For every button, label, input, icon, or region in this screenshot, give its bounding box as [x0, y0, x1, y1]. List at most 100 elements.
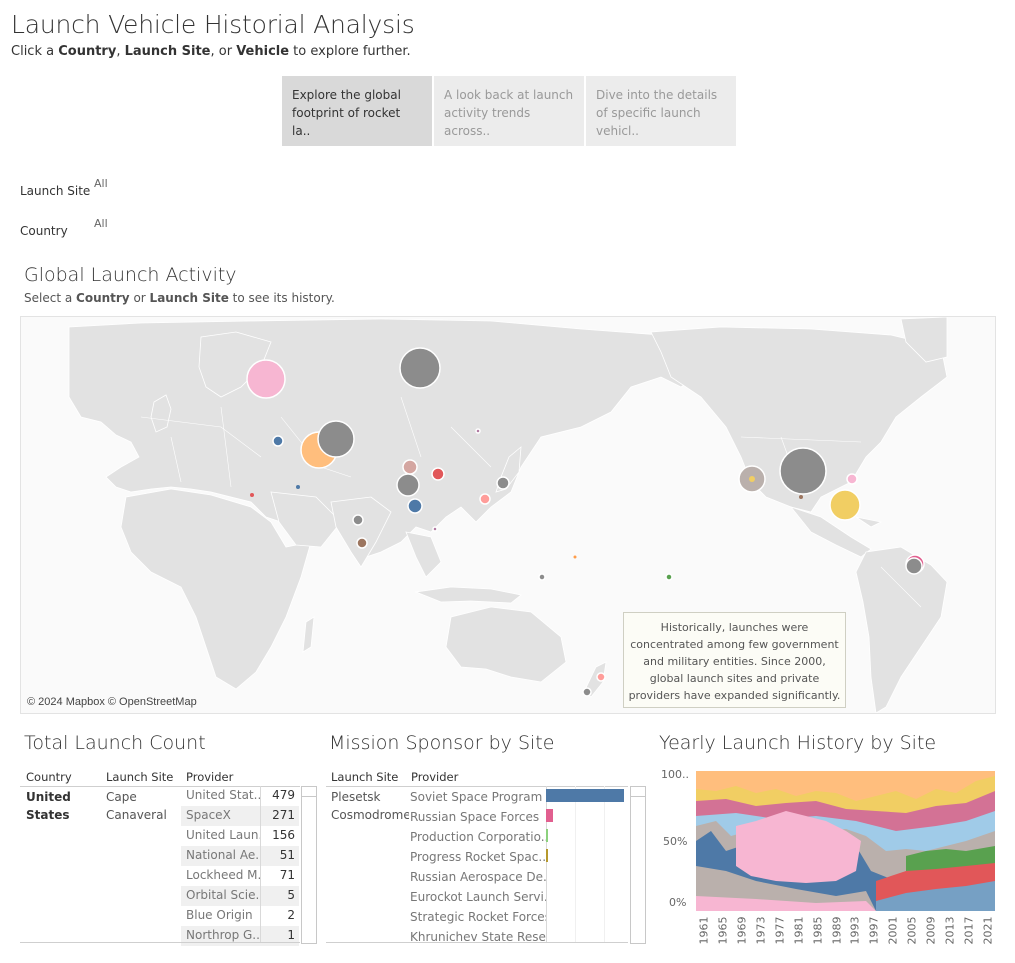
sponsor-bar-1[interactable]: [546, 809, 553, 822]
sponsor-header-divider: [326, 786, 628, 787]
page-title: Launch Vehicle Historial Analysis: [11, 10, 415, 39]
sponsor-grid-1: [575, 786, 576, 943]
greenland-landmass: [900, 317, 948, 363]
yearly-area-chart[interactable]: [696, 771, 995, 911]
subtitle-site: Launch Site: [124, 44, 211, 59]
total-scrollbar-thumb[interactable]: [302, 787, 316, 797]
total-provider-4[interactable]: Lockheed M..: [186, 868, 261, 882]
total-scrollbar[interactable]: [301, 786, 317, 944]
bubble-us-small-brown[interactable]: [799, 495, 803, 499]
sponsor-bar-2[interactable]: [546, 829, 548, 842]
sponsor-provider-0[interactable]: Soviet Space Program: [410, 790, 543, 804]
total-count-4: 71: [279, 868, 295, 882]
x-tick-2017: 2017: [962, 916, 976, 945]
sponsor-provider-2[interactable]: Production Corporatio..: [410, 830, 546, 844]
x-tick-2013: 2013: [943, 916, 957, 945]
yearly-history-title: Yearly Launch History by Site: [659, 732, 937, 754]
total-provider-6[interactable]: Blue Origin: [186, 908, 253, 922]
uk-landmass: [150, 394, 172, 433]
sponsor-footer-divider: [326, 942, 628, 943]
sponsor-axis-line: [546, 786, 547, 943]
x-tick-1973: 1973: [754, 916, 768, 945]
bubble-ukraine[interactable]: [272, 435, 284, 447]
page-subtitle: Click a Country, Launch Site, or Vehicle…: [11, 44, 411, 59]
subtitle-suffix: to explore further.: [289, 44, 411, 59]
sponsor-site-cell[interactable]: Plesetsk Cosmodrome: [331, 790, 409, 822]
bubble-us-central[interactable]: [779, 447, 827, 495]
subtitle-vehicle: Vehicle: [236, 44, 290, 59]
subtitle-sep2: , or: [210, 44, 237, 59]
sponsor-provider-7[interactable]: Khrunichev State Rese..: [410, 930, 546, 944]
subtitle-prefix: Click a: [11, 44, 59, 59]
total-provider-3[interactable]: National Ae..: [181, 846, 261, 866]
y-tick-0: 0%: [669, 896, 687, 909]
total-count-1: 271: [261, 806, 299, 826]
x-tick-1977: 1977: [773, 916, 787, 945]
y-tick-50: 50%: [663, 835, 688, 848]
total-country-cell[interactable]: United States: [26, 790, 71, 822]
map-subtitle: Select a Country or Launch Site to see i…: [24, 291, 335, 305]
total-count-5: 5: [261, 886, 299, 906]
area-pink-bottom: [696, 896, 876, 911]
total-header-provider: Provider: [186, 770, 234, 784]
bubble-china-gray[interactable]: [396, 473, 420, 497]
total-provider-0[interactable]: United Stat..: [186, 788, 261, 802]
world-map-svg: [68, 317, 948, 713]
total-footer-divider: [20, 942, 300, 943]
sponsor-provider-1[interactable]: Russian Space Forces: [410, 810, 540, 824]
x-tick-2009: 2009: [924, 916, 938, 945]
bubble-us-east-pink[interactable]: [846, 473, 858, 485]
scandinavia-landmass: [198, 331, 272, 398]
sponsor-bar-3[interactable]: [546, 849, 548, 862]
bubble-china-red[interactable]: [431, 467, 445, 481]
bubble-india-brown[interactable]: [356, 537, 368, 549]
total-provider-7[interactable]: Northrop G..: [181, 926, 261, 946]
bubble-nz-gray[interactable]: [582, 687, 592, 697]
x-tick-2021: 2021: [981, 916, 995, 945]
total-header-divider: [20, 786, 300, 787]
bubble-plesetsk[interactable]: [246, 359, 286, 399]
bubble-russia-north[interactable]: [399, 347, 441, 389]
total-launch-title: Total Launch Count: [24, 732, 206, 754]
bubble-taiwan[interactable]: [479, 493, 491, 505]
launch-site-bubbles[interactable]: [246, 347, 925, 697]
total-site-cell[interactable]: Cape Canaveral: [106, 790, 167, 822]
tab-global-footprint[interactable]: Explore the global footprint of rocket l…: [282, 76, 432, 146]
bubble-se-asia[interactable]: [432, 526, 438, 532]
bubble-pacific-green[interactable]: [665, 573, 673, 581]
sponsor-bar-0[interactable]: [546, 789, 624, 802]
tab-launch-trends[interactable]: A look back at launch activity trends ac…: [434, 76, 584, 146]
bubble-korea[interactable]: [475, 428, 481, 434]
bubble-pacific-gray[interactable]: [538, 573, 546, 581]
bubble-nz-pink[interactable]: [596, 672, 606, 682]
sponsor-provider-6[interactable]: Strategic Rocket Forces: [410, 910, 546, 924]
map-sub-prefix: Select a: [24, 291, 77, 305]
total-provider-2[interactable]: United Laun..: [186, 828, 261, 842]
launch-site-filter[interactable]: All: [94, 177, 108, 190]
bubble-china-blue[interactable]: [407, 498, 423, 514]
world-map[interactable]: [20, 316, 996, 714]
bubble-baikonur-gray[interactable]: [317, 420, 355, 458]
indonesia-landmass: [414, 586, 522, 604]
sponsor-scrollbar[interactable]: [630, 786, 646, 944]
bubble-cape-canaveral[interactable]: [829, 489, 861, 521]
country-filter[interactable]: All: [94, 217, 108, 230]
bubble-pacific-orange[interactable]: [573, 555, 577, 559]
total-count-0: 479: [272, 788, 295, 802]
sponsor-scrollbar-thumb[interactable]: [631, 787, 645, 797]
bubble-china-north[interactable]: [402, 459, 418, 475]
total-provider-5[interactable]: Orbital Scie..: [181, 886, 261, 906]
y-tick-100: 100..: [661, 768, 689, 781]
bubble-europe-small-1[interactable]: [296, 485, 300, 489]
tab-vehicle-details[interactable]: Dive into the details of specific launch…: [586, 76, 736, 146]
map-sub-suffix: to see its history.: [228, 291, 335, 305]
bubble-french-guiana-gray[interactable]: [905, 557, 923, 575]
total-count-2: 156: [272, 828, 295, 842]
total-provider-1[interactable]: SpaceX: [181, 806, 261, 826]
bubble-india-gray[interactable]: [352, 514, 364, 526]
bubble-europe-small-2[interactable]: [250, 493, 254, 497]
sponsor-provider-3[interactable]: Progress Rocket Spac..: [410, 850, 546, 864]
sponsor-provider-5[interactable]: Eurockot Launch Servi..: [410, 890, 546, 904]
bubble-japan[interactable]: [496, 476, 510, 490]
sponsor-provider-4[interactable]: Russian Aerospace De..: [410, 870, 546, 884]
